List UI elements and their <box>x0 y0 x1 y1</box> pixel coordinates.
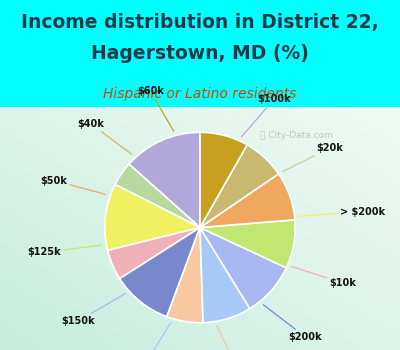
Text: $50k: $50k <box>40 175 106 194</box>
Wedge shape <box>108 228 200 279</box>
Text: ⓘ City-Data.com: ⓘ City-Data.com <box>260 132 332 140</box>
Text: $30k: $30k <box>217 326 250 350</box>
Text: Income distribution in District 22,: Income distribution in District 22, <box>21 13 379 32</box>
Text: Hagerstown, MD (%): Hagerstown, MD (%) <box>91 44 309 63</box>
Text: > $200k: > $200k <box>299 206 385 217</box>
Wedge shape <box>120 228 200 317</box>
Wedge shape <box>105 184 200 250</box>
Wedge shape <box>200 132 247 228</box>
Wedge shape <box>115 164 200 228</box>
Text: $75k: $75k <box>133 323 171 350</box>
Wedge shape <box>200 220 295 268</box>
Text: $60k: $60k <box>137 86 174 131</box>
Text: $125k: $125k <box>28 245 102 258</box>
Text: $150k: $150k <box>61 294 125 326</box>
Wedge shape <box>200 145 279 228</box>
Text: $20k: $20k <box>283 143 343 171</box>
Text: $100k: $100k <box>242 94 291 137</box>
Wedge shape <box>129 132 200 228</box>
Wedge shape <box>200 228 250 323</box>
Text: $200k: $200k <box>263 305 322 342</box>
Text: $40k: $40k <box>78 119 132 154</box>
Wedge shape <box>167 228 203 323</box>
Text: Hispanic or Latino residents: Hispanic or Latino residents <box>103 87 297 101</box>
Wedge shape <box>200 228 286 309</box>
Text: $10k: $10k <box>292 267 356 288</box>
Wedge shape <box>200 174 295 228</box>
